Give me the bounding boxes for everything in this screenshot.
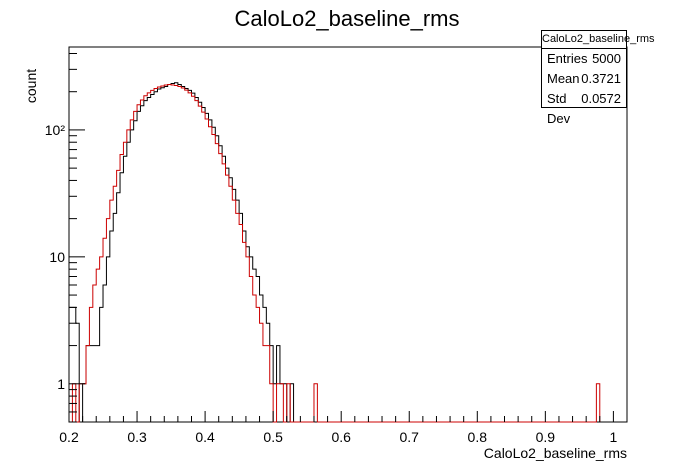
stats-row-mean: Mean 0.3721 bbox=[542, 69, 626, 89]
y-tick-label: 10² bbox=[45, 122, 66, 138]
stats-value: 0.3721 bbox=[581, 71, 621, 86]
series-layer bbox=[68, 82, 601, 423]
y-axis-label: count bbox=[23, 69, 39, 103]
x-tick-label: 0.2 bbox=[59, 429, 79, 445]
stats-row-entries: Entries 5000 bbox=[542, 49, 626, 69]
x-tick-label: 0.3 bbox=[127, 429, 147, 445]
stats-value: 0.0572 bbox=[581, 91, 621, 106]
stats-value: 5000 bbox=[592, 51, 621, 66]
x-tick-label: 0.4 bbox=[195, 429, 215, 445]
histogram-series-0 bbox=[68, 82, 295, 423]
x-tick-label: 1 bbox=[609, 429, 617, 445]
stats-label: Mean bbox=[547, 71, 580, 86]
histogram-series-1 bbox=[71, 83, 601, 423]
x-tick-label: 0.6 bbox=[331, 429, 351, 445]
x-tick-label: 0.8 bbox=[468, 429, 488, 445]
x-axis-label: CaloLo2_baseline_rms bbox=[484, 445, 627, 461]
x-tick-label: 0.7 bbox=[400, 429, 420, 445]
stats-title: CaloLo2_baseline_rms bbox=[542, 31, 655, 49]
stats-box: CaloLo2_baseline_rms Entries 5000 Mean 0… bbox=[541, 30, 655, 126]
x-tick-label: 0.9 bbox=[536, 429, 556, 445]
y-tick-label: 1 bbox=[57, 376, 65, 392]
stats-label: Entries bbox=[547, 51, 588, 66]
stats-row-stddev: Std Dev 0.0572 bbox=[542, 89, 626, 126]
stats-label: Std Dev bbox=[547, 91, 571, 126]
y-tick-label: 10 bbox=[49, 249, 65, 265]
chart-title: CaloLo2_baseline_rms bbox=[234, 6, 459, 31]
x-tick-label: 0.5 bbox=[263, 429, 283, 445]
axis-layer: 0.2 0.3 0.4 0.5 0.6 0.7 0.8 0.9 1 1 10 10² bbox=[45, 52, 628, 445]
